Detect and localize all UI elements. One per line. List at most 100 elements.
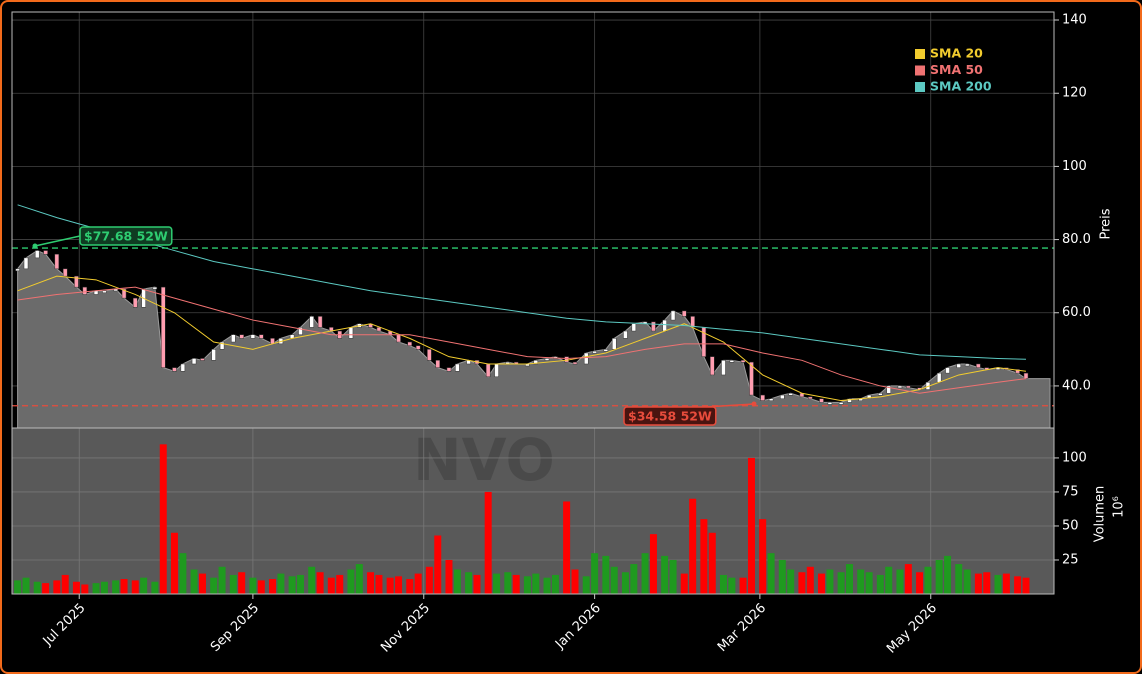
candle [82,286,88,295]
price-panel [12,12,1054,428]
candle [161,286,166,368]
candle [1023,372,1029,379]
legend-label: SMA 20 [930,46,983,61]
volume-bar [493,573,501,594]
candle [897,385,903,389]
volume-bar [1014,576,1022,594]
candle [631,323,637,332]
candle [808,396,813,400]
volume-bar [826,569,834,594]
annotation-label: $77.68 52W [84,229,168,244]
candle [544,358,550,361]
candle [211,349,216,361]
volume-bar [865,572,873,594]
candle [827,402,833,405]
volume-bar [395,576,403,594]
volume-bar [935,559,943,594]
annotation-box [623,406,717,426]
volume-bar [465,572,473,594]
volume-bar [610,566,618,594]
candle [62,268,68,277]
candle [180,363,186,372]
volume-bar [22,577,30,594]
volume-bar [297,574,305,594]
annotation: $77.68 52W [79,226,173,246]
candle [710,356,715,376]
candle [623,330,628,339]
volume-bar [963,569,971,594]
volume-bar [641,553,649,594]
candle [749,361,754,396]
candle [906,385,911,389]
volume-frame [11,427,1055,595]
y-tick-label: 120 [1062,86,1087,101]
candle [1015,369,1020,374]
volume-bar [42,583,50,594]
candle [682,310,687,317]
candle [838,402,844,405]
sma-line [17,204,1027,360]
volume-bar [787,569,795,594]
volume-bar [778,559,786,594]
candle [309,316,314,328]
volume-bar [484,491,492,594]
candle [976,363,981,368]
candle [956,363,962,368]
volume-bar [347,569,355,594]
x-tick-label: Mar 2026 [715,601,769,655]
x-tick-label: Sep 2025 [208,601,262,655]
candle [533,360,539,365]
volume-bar [210,577,218,594]
volume-axis-label: Volumen [1093,486,1108,543]
candle [34,250,40,259]
candle [259,334,264,339]
annotation-label: $34.58 52W [628,409,712,424]
volume-bar [532,573,540,594]
volume-bar [806,566,814,594]
volume-bar [179,553,187,594]
x-tick-label: Jan 2026 [552,601,604,653]
volume-bar [308,566,316,594]
volume-bar [759,519,767,594]
volume-bar [92,583,100,594]
candle [54,253,60,270]
candle [964,363,970,367]
candle [191,358,197,365]
volume-bar [190,569,198,594]
volume-bar [198,573,206,594]
volume-bar [140,577,148,594]
candle [446,367,452,372]
annotation-box [79,226,173,246]
volume-bar [336,574,344,594]
watermark: NVO [413,426,555,494]
volume-bar [159,444,167,594]
sma-line [17,286,1027,394]
candle [317,316,323,328]
candle [231,334,236,343]
volume-bar [916,572,924,594]
candle [878,392,883,396]
annotation: $34.58 52W [623,406,717,426]
sma-line [17,275,1027,402]
volume-bar [591,553,599,594]
volume-bar [661,555,669,594]
volume-bar [602,555,610,594]
volume-bar [551,574,559,594]
volume-bar [885,566,893,594]
volume-bar [120,579,128,594]
volume-bar [316,572,324,594]
candle [102,290,107,294]
candle [494,363,499,378]
volume-bar [523,576,531,594]
volume-bar [857,569,865,594]
candle [572,361,578,365]
volume-bar [170,532,178,594]
volume-bar [818,573,826,594]
y-tick-label: 140 [1062,13,1087,28]
candle [200,358,205,361]
candle [936,372,942,383]
legend-swatch [915,49,925,59]
volume-bar [571,569,579,594]
volume-bar [269,579,276,594]
